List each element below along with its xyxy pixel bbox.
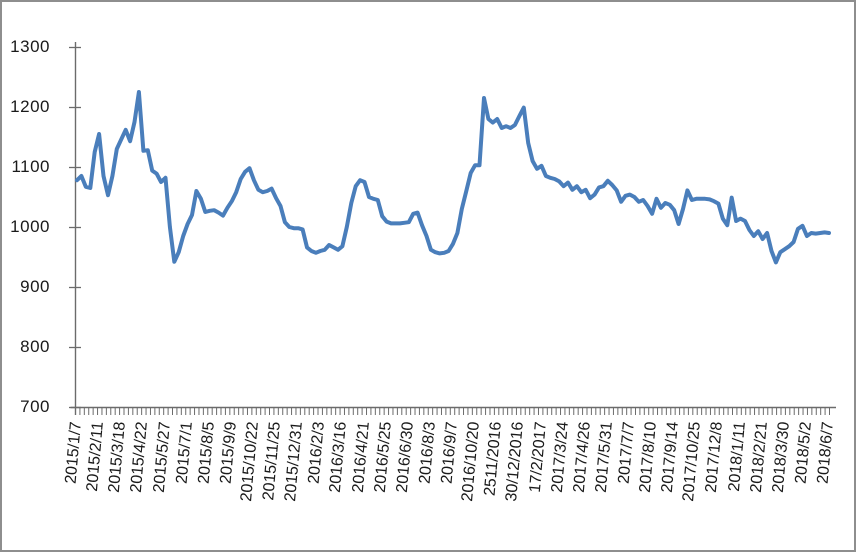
y-tick-label: 1300 <box>10 37 50 56</box>
y-tick-label: 700 <box>20 397 50 416</box>
price-line <box>75 90 831 265</box>
y-tick-label: 900 <box>20 277 50 296</box>
y-tick-label: 1200 <box>10 97 50 116</box>
y-tick-label: 800 <box>20 337 50 356</box>
y-tick-label: 1000 <box>10 217 50 236</box>
y-tick-label: 1100 <box>11 157 50 176</box>
